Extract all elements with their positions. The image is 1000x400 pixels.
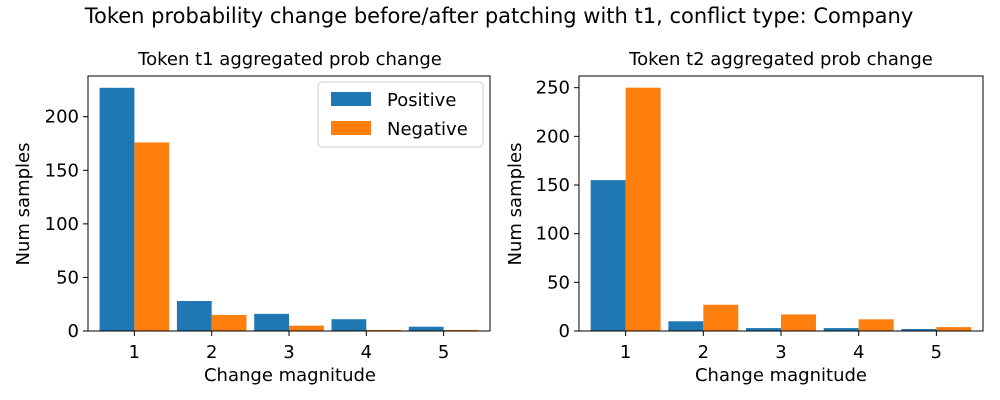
- x-tick-label-t2: 1: [620, 342, 631, 363]
- bar-t2-negative-2: [703, 304, 739, 331]
- x-tick-label-t1: 1: [129, 342, 140, 363]
- plot-area-t1: 0 50 100 150 200 1 2 3 4 5: [45, 75, 491, 363]
- bar-t1-positive-1: [99, 87, 135, 331]
- chart-panel-t2: Token t2 aggregated prob change 05010015…: [505, 49, 984, 386]
- y-tick-label-t2: 200: [536, 126, 570, 147]
- y-tick-label-t2: 150: [536, 175, 570, 196]
- bar-t2-negative-1: [625, 87, 661, 332]
- bar-t2-positive-5: [901, 329, 937, 331]
- x-tick-label-t2: 4: [853, 342, 864, 363]
- bar-t1-positive-2: [176, 301, 212, 331]
- legend: Positive Negative: [317, 81, 484, 148]
- bar-t2-negative-5: [936, 327, 972, 331]
- y-tick-label-t1: 50: [56, 267, 79, 288]
- bar-t1-negative-1: [134, 142, 170, 331]
- figure-suptitle: Token probability change before/after pa…: [84, 4, 914, 28]
- chart-title-t2: Token t2 aggregated prob change: [628, 49, 933, 70]
- x-tick-label-t2: 5: [931, 342, 942, 363]
- x-tick-label-t1: 3: [283, 342, 294, 363]
- bar-t1-positive-4: [331, 319, 367, 331]
- bar-t1-negative-3: [289, 325, 324, 331]
- bar-t2-negative-3: [781, 314, 816, 331]
- y-tick-label-t1: 150: [45, 160, 79, 181]
- y-tick-label-t2: 250: [536, 78, 570, 99]
- y-axis-label-t2: Num samples: [505, 143, 526, 266]
- x-tick-label-t1: 4: [361, 342, 372, 363]
- bar-t1-negative-5: [443, 329, 479, 331]
- legend-label-positive: Positive: [387, 90, 456, 111]
- legend-label-negative: Negative: [387, 119, 468, 140]
- bar-t2-positive-4: [823, 328, 859, 331]
- legend-swatch-negative: [331, 121, 371, 135]
- y-tick-label-t1: 100: [45, 214, 79, 235]
- y-axis-label-t1: Num samples: [13, 143, 34, 266]
- plot-area-t2: 0 50 100 150 200 250 1 2 3 4 5: [536, 75, 984, 363]
- chart-panel-t1: Token t1 aggregated prob change 05010015…: [13, 49, 491, 386]
- y-tick-label-t2: 50: [547, 272, 570, 293]
- x-tick-label-t1: 2: [206, 342, 217, 363]
- y-tick-label-t2: 0: [559, 321, 570, 342]
- bar-t2-positive-3: [746, 328, 781, 331]
- x-axis-label-t2: Change magnitude: [695, 365, 867, 386]
- bar-t1-positive-5: [408, 326, 444, 331]
- legend-swatch-positive: [331, 92, 371, 106]
- y-tick-label-t1: 0: [68, 321, 79, 342]
- bar-t2-negative-4: [858, 319, 894, 331]
- x-axis-label-t1: Change magnitude: [204, 365, 376, 386]
- bar-t1-negative-2: [211, 314, 247, 331]
- bar-t1-positive-3: [254, 313, 289, 331]
- chart-title-t1: Token t1 aggregated prob change: [137, 49, 442, 70]
- bar-t1-negative-4: [366, 329, 402, 331]
- y-tick-label-t2: 100: [536, 224, 570, 245]
- x-tick-label-t1: 5: [438, 342, 449, 363]
- bar-t2-positive-2: [668, 321, 704, 331]
- x-tick-label-t2: 3: [775, 342, 786, 363]
- bar-t2-positive-1: [590, 180, 626, 331]
- x-tick-label-t2: 2: [698, 342, 709, 363]
- y-tick-label-t1: 200: [45, 107, 79, 128]
